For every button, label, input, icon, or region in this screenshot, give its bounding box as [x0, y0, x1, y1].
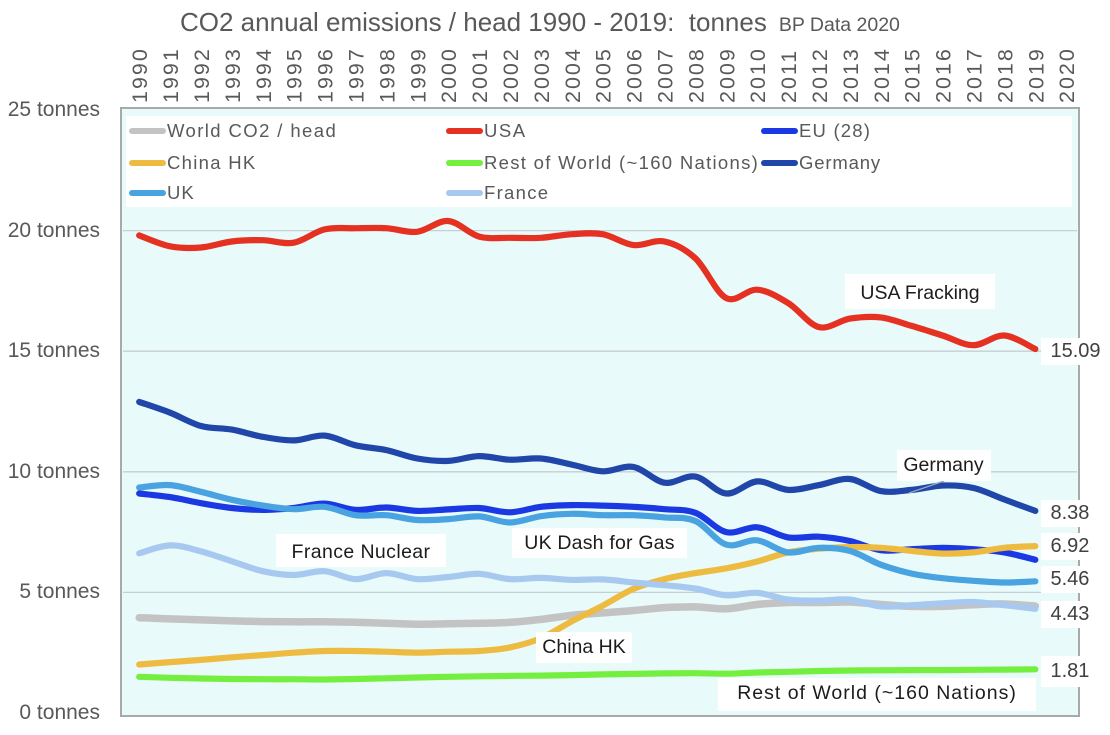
svg-text:2000: 2000 [437, 47, 461, 103]
svg-text:2017: 2017 [963, 47, 987, 103]
svg-text:2006: 2006 [623, 47, 647, 103]
svg-text:2007: 2007 [654, 47, 678, 103]
svg-text:1998: 1998 [375, 47, 399, 103]
svg-text:2019: 2019 [1024, 47, 1048, 103]
svg-text:2004: 2004 [561, 47, 585, 103]
svg-text:1994: 1994 [252, 47, 276, 103]
svg-text:2016: 2016 [932, 47, 956, 103]
svg-text:1990: 1990 [128, 47, 152, 103]
svg-text:1999: 1999 [406, 47, 430, 103]
svg-text:2018: 2018 [993, 47, 1017, 103]
svg-text:2011: 2011 [777, 49, 801, 103]
svg-text:1992: 1992 [190, 47, 214, 103]
svg-text:2003: 2003 [530, 47, 554, 103]
svg-text:2002: 2002 [499, 47, 523, 103]
svg-text:2015: 2015 [901, 47, 925, 103]
svg-text:1991: 1991 [159, 47, 183, 103]
svg-text:1993: 1993 [221, 47, 245, 103]
svg-text:2014: 2014 [870, 47, 894, 103]
svg-text:1996: 1996 [314, 47, 338, 103]
svg-text:2001: 2001 [468, 47, 492, 103]
svg-text:2013: 2013 [839, 47, 863, 103]
svg-text:1997: 1997 [345, 47, 369, 103]
svg-text:2009: 2009 [715, 47, 739, 103]
svg-text:2012: 2012 [808, 47, 832, 103]
svg-text:2020: 2020 [1055, 47, 1079, 103]
svg-text:2010: 2010 [746, 47, 770, 103]
svg-text:2008: 2008 [684, 47, 708, 103]
svg-text:2005: 2005 [592, 47, 616, 103]
svg-text:1995: 1995 [283, 47, 307, 103]
